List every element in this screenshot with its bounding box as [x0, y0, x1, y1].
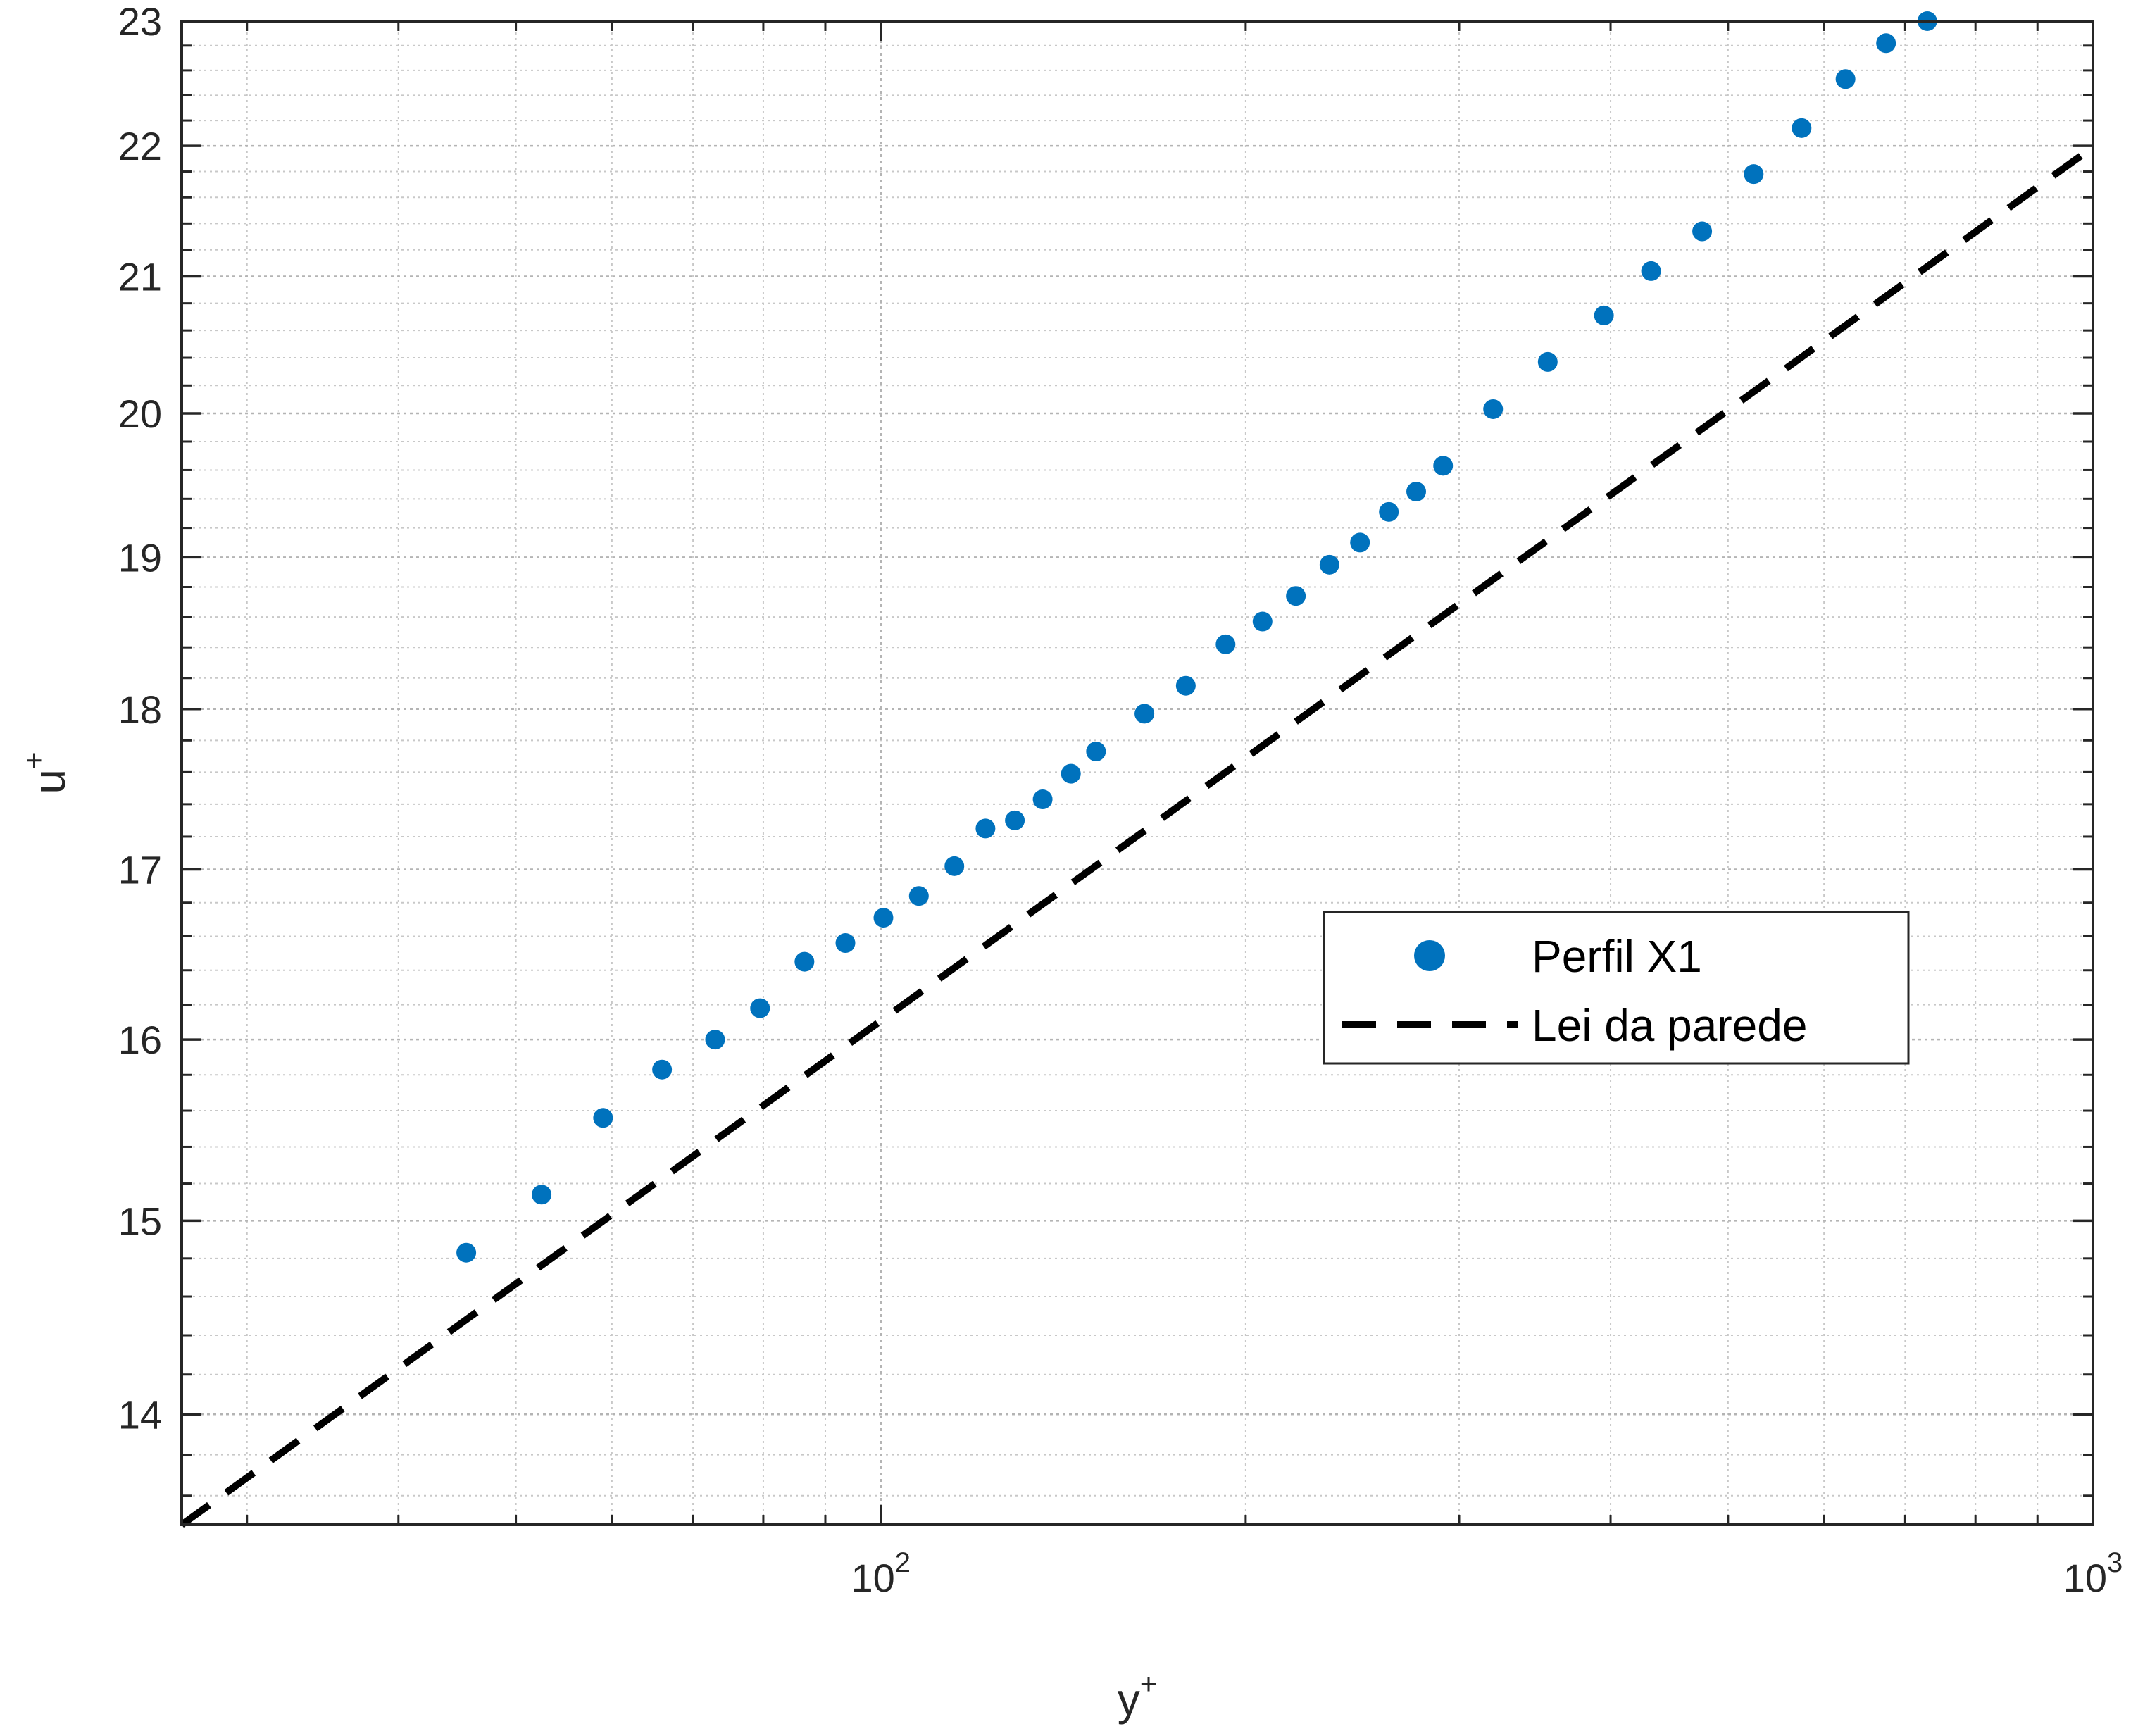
data-point-perfil-x1 [1134, 704, 1155, 724]
x-tick-label-base: 10 [2063, 1556, 2107, 1600]
y-tick-label: 22 [118, 124, 162, 168]
data-point-perfil-x1 [1286, 586, 1306, 606]
data-point-perfil-x1 [873, 908, 894, 928]
data-point-perfil-x1 [835, 933, 856, 954]
series-layer [180, 11, 2095, 1528]
y-tick-label: 23 [118, 0, 162, 44]
axes-box [180, 20, 2094, 1526]
data-point-perfil-x1 [1005, 810, 1025, 830]
y-tick-label: 15 [118, 1199, 162, 1243]
major-grid [182, 20, 2094, 1525]
series-lei-da-parede-line [180, 144, 2095, 1528]
data-point-perfil-x1 [1594, 305, 1614, 325]
y-tick-label: 20 [118, 392, 162, 436]
data-point-perfil-x1 [1641, 261, 1661, 281]
legend-label-perfil-x1: Perfil X1 [1532, 931, 1702, 982]
data-point-perfil-x1 [1379, 501, 1399, 522]
legend[interactable]: Perfil X1 Lei da parede [1323, 911, 1910, 1065]
data-point-perfil-x1 [975, 818, 996, 839]
data-point-perfil-x1 [1086, 742, 1106, 762]
data-point-perfil-x1 [1744, 164, 1764, 185]
y-axis-label-sup: + [17, 751, 50, 769]
data-point-perfil-x1 [532, 1185, 552, 1205]
data-point-perfil-x1 [750, 998, 770, 1018]
data-point-perfil-x1 [1433, 456, 1454, 476]
data-point-perfil-x1 [908, 886, 929, 906]
legend-box [1323, 911, 1910, 1065]
data-point-perfil-x1 [1032, 789, 1053, 810]
x-tick-label: 103 [2063, 1547, 2123, 1600]
y-tick-label: 14 [118, 1392, 162, 1437]
data-point-perfil-x1 [1835, 69, 1856, 89]
data-point-perfil-x1 [1319, 554, 1339, 575]
x-axis-label-base: y [1118, 1674, 1140, 1725]
y-tick-label: 21 [118, 255, 162, 299]
data-point-perfil-x1 [1692, 221, 1713, 242]
data-point-perfil-x1 [1061, 763, 1081, 784]
data-point-perfil-x1 [1876, 33, 1896, 54]
minor-grid [182, 21, 2093, 1525]
y-axis-label: u+ [17, 751, 75, 794]
data-point-perfil-x1 [1215, 634, 1236, 654]
data-point-perfil-x1 [1175, 675, 1196, 696]
y-tick-label: 17 [118, 848, 162, 892]
data-point-perfil-x1 [794, 951, 815, 972]
data-point-perfil-x1 [1483, 399, 1504, 419]
x-axis-label: y+ [1118, 1667, 1158, 1725]
data-point-perfil-x1 [944, 856, 965, 876]
y-axis-label-base: u [24, 769, 75, 794]
legend-label-lei-da-parede: Lei da parede [1532, 1000, 1807, 1051]
data-point-perfil-x1 [1406, 482, 1427, 502]
y-tick-label: 16 [118, 1018, 162, 1062]
legend-marker-perfil-x1 [1414, 940, 1445, 971]
data-point-perfil-x1 [1792, 118, 1812, 138]
x-tick-label-base: 10 [851, 1556, 894, 1600]
data-point-perfil-x1 [1537, 351, 1558, 372]
data-point-perfil-x1 [705, 1030, 725, 1050]
y-tick-label: 19 [118, 535, 162, 580]
x-axis-label-sup: + [1140, 1667, 1158, 1700]
data-point-perfil-x1 [456, 1242, 477, 1263]
data-point-perfil-x1 [652, 1059, 673, 1080]
x-tick-label-exponent: 2 [895, 1547, 911, 1578]
y-tick-label: 18 [118, 687, 162, 732]
x-tick-label-exponent: 3 [2107, 1547, 2123, 1578]
x-tick-label: 102 [851, 1547, 911, 1600]
data-point-perfil-x1 [1252, 611, 1273, 632]
data-point-perfil-x1 [1350, 532, 1370, 553]
ticks [182, 20, 2094, 1525]
data-point-perfil-x1 [593, 1108, 613, 1128]
